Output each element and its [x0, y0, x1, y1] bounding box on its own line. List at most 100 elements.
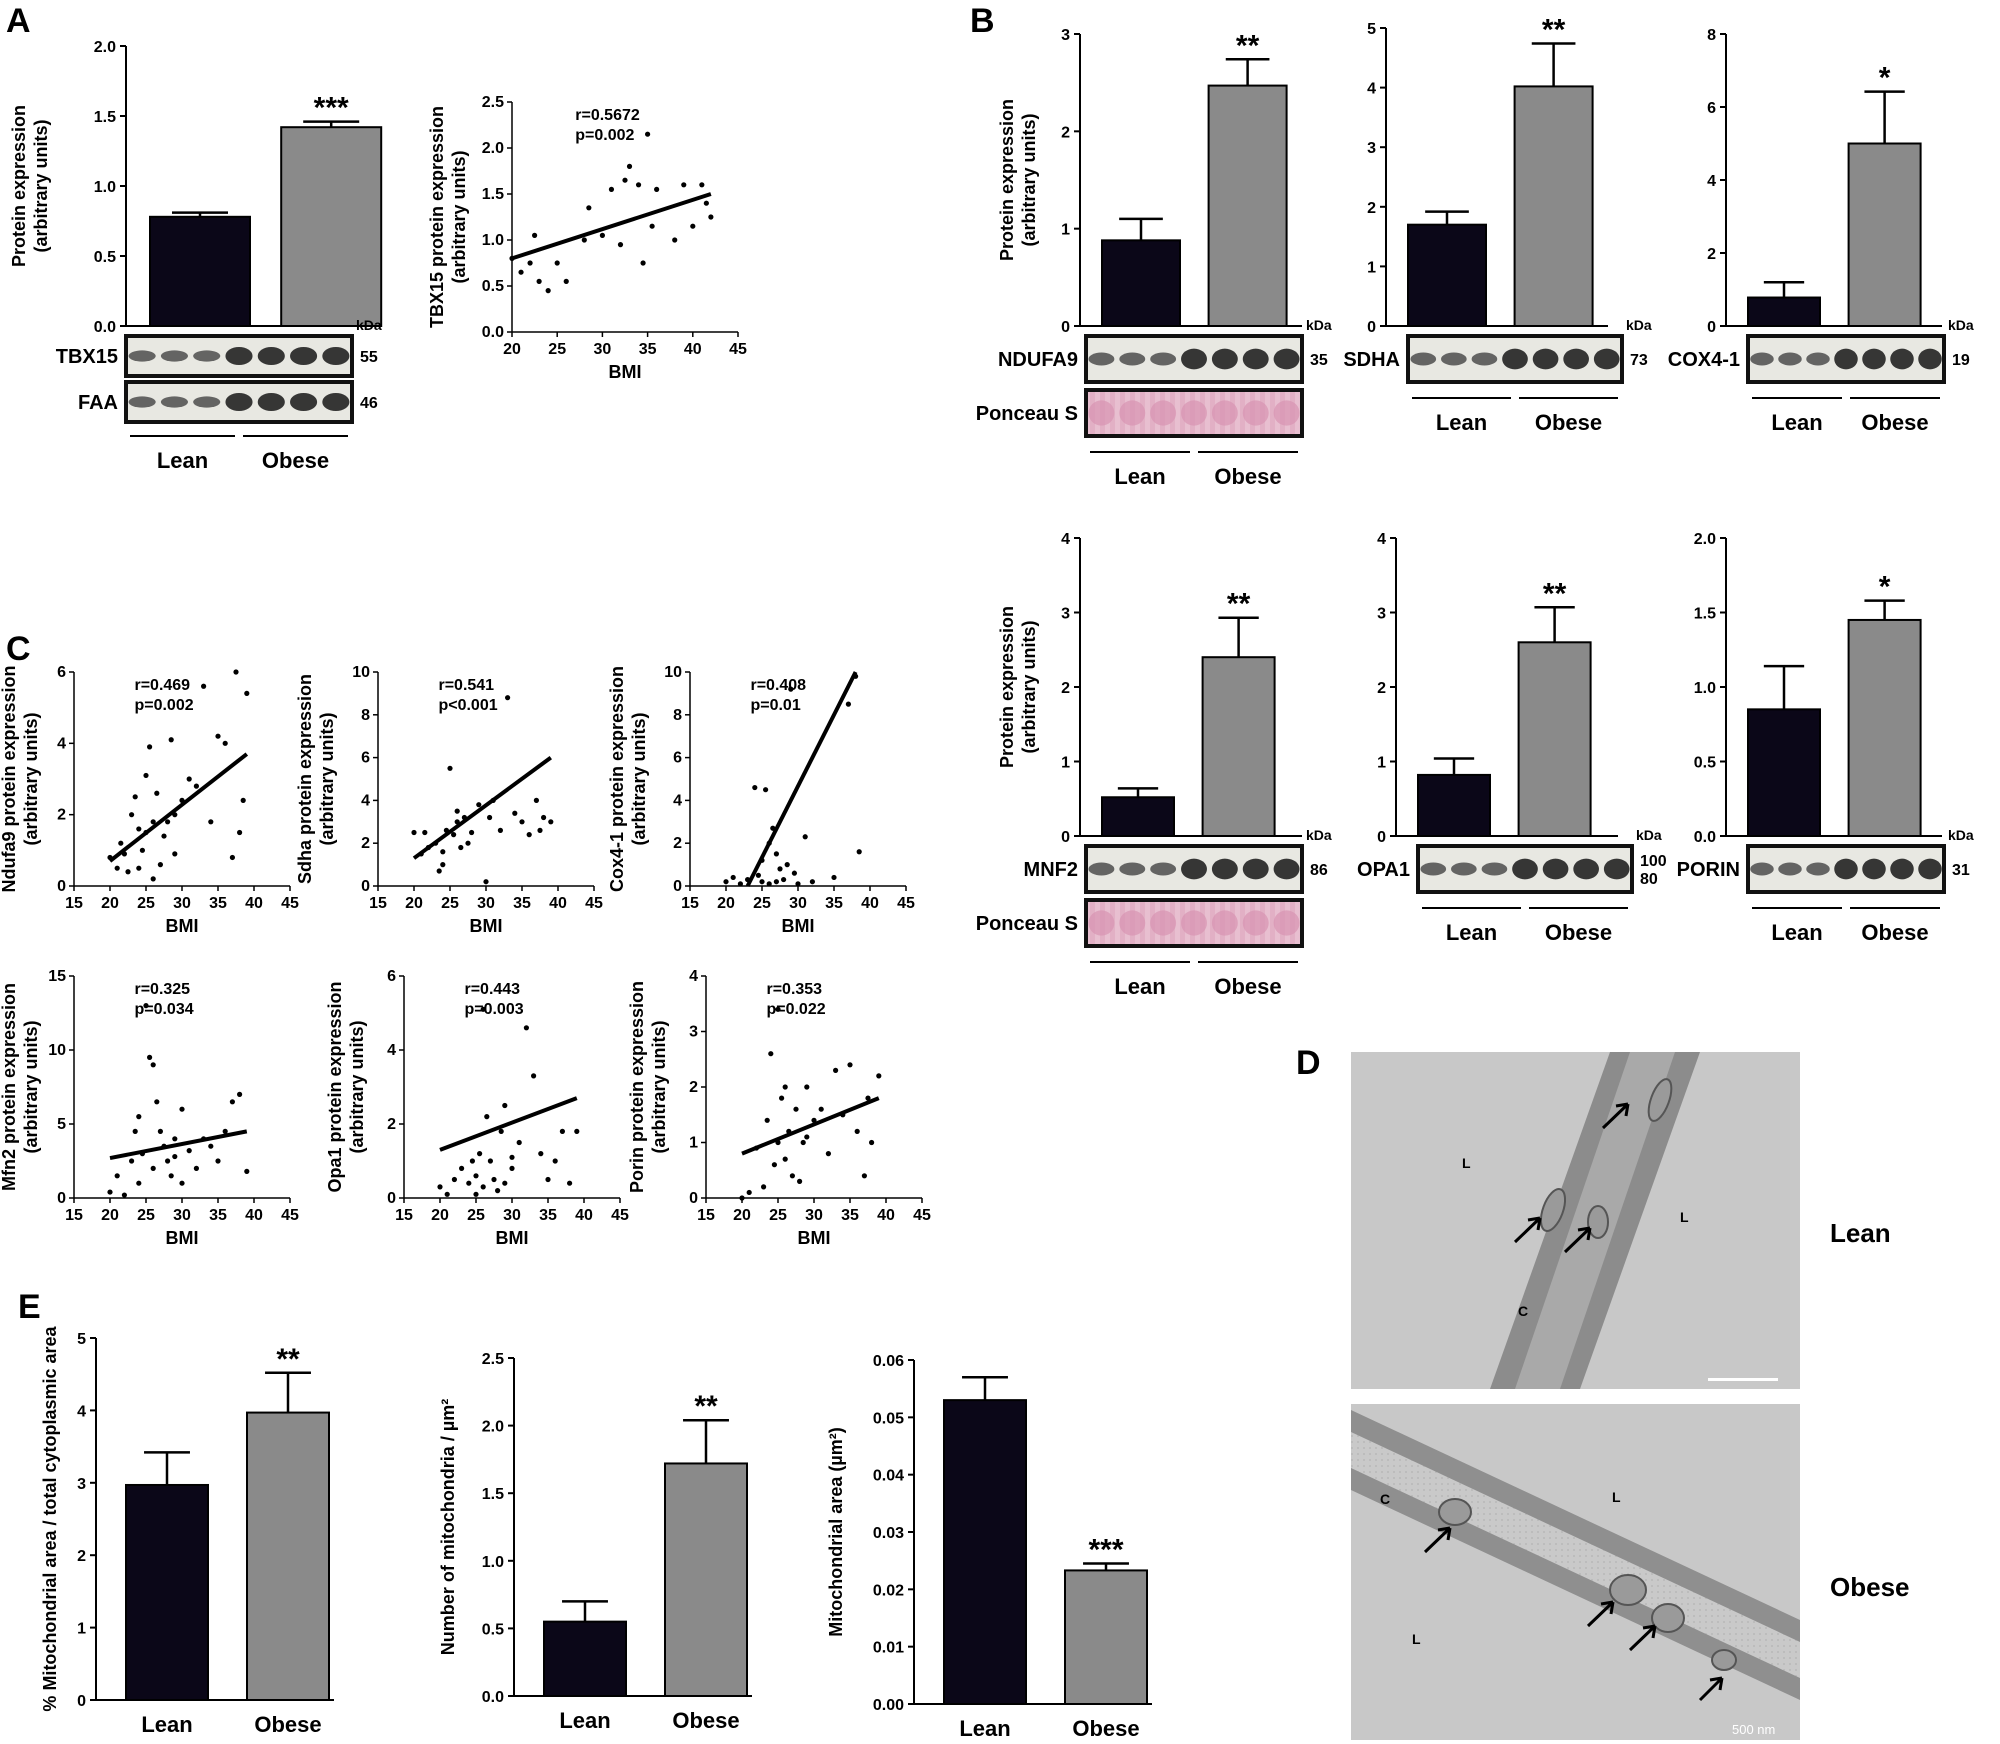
bar-lean — [149, 215, 251, 327]
x-tick-label: 25 — [137, 895, 155, 912]
y-tick-label: 5 — [57, 1116, 66, 1133]
micrograph-label: L — [1612, 1489, 1621, 1505]
data-point — [237, 829, 243, 836]
panel-label-e: E — [18, 1288, 41, 1326]
data-point — [480, 1006, 486, 1012]
x-tick-label: 15 — [697, 1207, 715, 1224]
blot-kda-value: 86 — [1310, 862, 1328, 879]
y-tick-label: 4 — [1367, 81, 1376, 98]
blot-lane-band — [1273, 910, 1300, 936]
y-axis-label: Sdha protein expression (arbitrary units) — [295, 674, 337, 884]
y-tick-label: 4 — [57, 735, 66, 752]
data-point — [186, 776, 192, 782]
blot-lane-band — [322, 347, 350, 365]
correlation-annotation: r=0.325 — [134, 981, 190, 998]
y-tick-label: 0.06 — [873, 1353, 904, 1370]
y-tick-label: 0.04 — [873, 1468, 904, 1485]
blot-kda-value: 80 — [1640, 871, 1658, 888]
data-point — [244, 1168, 250, 1174]
y-axis-label: Protein expression (arbitrary units) — [997, 99, 1039, 261]
data-point — [771, 1162, 778, 1168]
blot-lane-band — [193, 396, 221, 408]
x-tick-label: 45 — [281, 895, 299, 912]
blot-lane-band — [1471, 352, 1498, 366]
group-label-lean: Lean — [1436, 410, 1487, 435]
blot-lane-band — [1119, 862, 1146, 876]
y-tick-label: 4 — [387, 1042, 396, 1059]
x-tick-label: 20 — [101, 895, 119, 912]
x-tick-label: 20 — [431, 1207, 449, 1224]
y-tick-label: 0.05 — [873, 1410, 904, 1427]
y-tick-label: 3 — [689, 1024, 698, 1041]
blot-lane-band — [257, 347, 285, 365]
y-tick-label: 0 — [1707, 319, 1716, 336]
x-tick-label: 15 — [681, 895, 699, 912]
y-axis-label-line: Opa1 protein expression — [325, 981, 345, 1192]
kda-label: kDa — [1306, 827, 1332, 843]
y-tick-label: 0 — [1367, 319, 1376, 336]
y-tick-label: 2 — [57, 807, 66, 824]
x-tick-label: 45 — [913, 1207, 931, 1224]
x-tick-label: 20 — [503, 341, 521, 358]
y-tick-label: 1.0 — [482, 1554, 504, 1571]
group-label-obese: Obese — [1861, 410, 1928, 435]
data-point — [563, 278, 569, 284]
data-point — [690, 223, 696, 229]
x-tick-label: 45 — [897, 895, 915, 912]
y-axis-label-line: (arbitrary units) — [21, 1020, 41, 1153]
bar-obese — [1847, 618, 1922, 838]
blot-lane-band — [1441, 352, 1467, 366]
y-axis-label: Protein expression (arbitrary units) — [9, 105, 51, 267]
blot-lane-band — [1088, 910, 1115, 936]
data-point — [107, 1189, 113, 1195]
x-tick-label: 25 — [769, 1207, 787, 1224]
bar-obese — [280, 126, 383, 327]
data-point — [487, 814, 493, 821]
blot-lane-band — [1181, 858, 1207, 880]
y-axis-label-line: Protein expression — [997, 606, 1017, 768]
x-tick-label: 45 — [281, 1207, 299, 1224]
y-tick-label: 1 — [1367, 259, 1376, 276]
blot-lane-band — [1181, 910, 1207, 936]
y-tick-label: 8 — [1707, 27, 1716, 44]
data-point — [773, 851, 780, 857]
group-label-lean: Lean — [1771, 920, 1822, 945]
blot-lane-band — [1532, 348, 1559, 370]
blot-band-name: Ponceau S — [976, 403, 1078, 425]
data-point — [833, 1067, 839, 1073]
blot-lane-band — [1778, 862, 1802, 876]
data-point — [795, 881, 801, 887]
data-point — [586, 205, 592, 211]
data-point — [172, 1136, 178, 1142]
data-point — [444, 1191, 450, 1197]
data-point — [136, 826, 142, 832]
data-point — [512, 810, 518, 816]
data-point — [437, 1184, 443, 1190]
data-point — [537, 827, 543, 833]
mitochondrion — [1651, 1603, 1685, 1633]
blot-lane-band — [128, 350, 156, 362]
blot-band-name: COX4-1 — [1668, 349, 1740, 371]
x-tick-label: 35 — [841, 1207, 859, 1224]
y-tick-label: 3 — [1377, 606, 1386, 623]
data-point — [237, 1091, 243, 1097]
blot-kda-value: 55 — [360, 349, 378, 366]
data-point — [436, 868, 442, 874]
regression-line — [741, 1096, 880, 1156]
data-point — [518, 269, 524, 275]
correlation-annotation: p=0.01 — [750, 697, 800, 714]
micrograph-label: C — [1380, 1491, 1390, 1507]
data-point — [818, 1106, 824, 1112]
blot-lane-band — [1778, 352, 1802, 366]
y-tick-label: 0.03 — [873, 1525, 904, 1542]
y-tick-label: 0.5 — [482, 1621, 504, 1638]
y-tick-label: 1.5 — [94, 109, 116, 126]
data-point — [703, 200, 709, 206]
blot-lane-band — [1150, 862, 1177, 876]
arrow-icon — [1586, 1600, 1615, 1628]
data-point — [777, 866, 783, 872]
data-point — [132, 794, 138, 800]
bar-obese — [1201, 656, 1276, 838]
western-blot: kDa MNF2 86 Ponceau S Lean Obese — [976, 827, 1332, 999]
